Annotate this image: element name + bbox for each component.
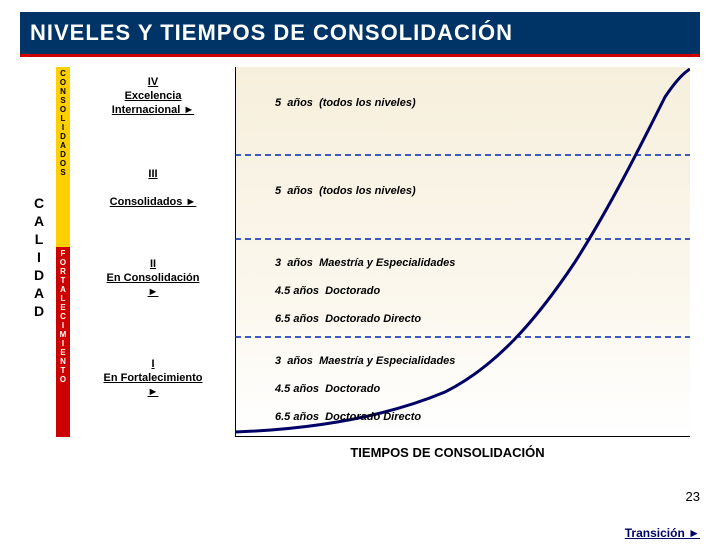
row-ii-text-b: 4.5 años Doctorado (275, 285, 380, 297)
level-iv: IV Excelencia Internacional ► (78, 75, 228, 117)
row-i-text-a: 3 años Maestría y Especialidades (275, 355, 455, 367)
slide-number: 23 (686, 489, 700, 504)
level-ii: II En Consolidación ► (78, 257, 228, 299)
level-labels: IV Excelencia Internacional ► III Consol… (78, 67, 228, 437)
row-iii-text: 5 años (todos los niveles) (275, 185, 416, 197)
level-iii: III Consolidados ► (78, 167, 228, 209)
x-axis-title: TIEMPOS DE CONSOLIDACIÓN (235, 445, 660, 460)
row-iv-text: 5 años (todos los niveles) (275, 97, 416, 109)
level-i: I En Fortalecimiento ► (78, 357, 228, 399)
chart-area: 5 años (todos los niveles) 5 años (todos… (235, 67, 690, 437)
y-axis-label: CALIDAD CALIDAD (30, 147, 48, 367)
row-i-text-c: 6.5 años Doctorado Directo (275, 411, 421, 423)
band-fortalecimiento: FORTALECIMIENTO (56, 247, 70, 437)
transition-link[interactable]: Transición ► (625, 526, 700, 540)
category-bands: CONSOLIDADOS FORTALECIMIENTO (56, 67, 70, 437)
page-title: NIVELES Y TIEMPOS DE CONSOLIDACIÓN (20, 12, 700, 57)
row-ii-text-a: 3 años Maestría y Especialidades (275, 257, 455, 269)
band-consolidados: CONSOLIDADOS (56, 67, 70, 247)
s-curve-chart (235, 67, 690, 437)
row-i-text-b: 4.5 años Doctorado (275, 383, 380, 395)
row-ii-text-c: 6.5 años Doctorado Directo (275, 313, 421, 325)
diagram: CALIDAD CALIDAD CONSOLIDADOS FORTALECIMI… (30, 67, 690, 467)
